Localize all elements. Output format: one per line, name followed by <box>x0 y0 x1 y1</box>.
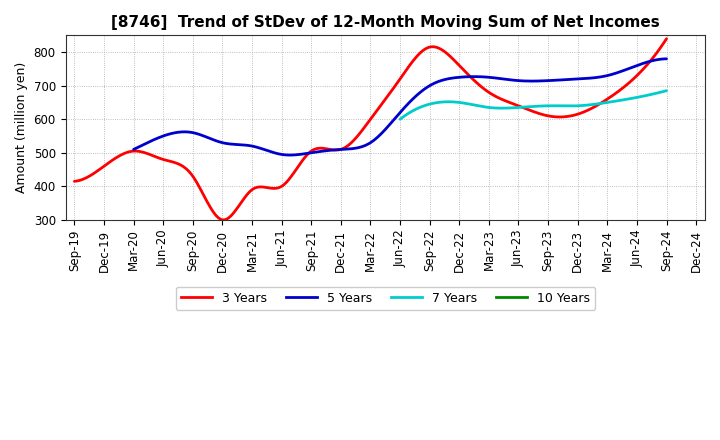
3 Years <box>425 44 433 50</box>
5 Years <box>286 152 294 158</box>
7 Years <box>621 97 629 102</box>
7 Years <box>554 103 563 109</box>
5 Years <box>662 56 671 62</box>
5 Years <box>457 74 466 80</box>
5 Years <box>446 76 455 81</box>
7 Years <box>559 103 567 109</box>
3 Years <box>423 45 431 51</box>
7 Years <box>662 88 671 93</box>
3 Years <box>219 217 228 223</box>
3 Years <box>434 45 443 51</box>
3 Years <box>72 179 81 184</box>
7 Years <box>637 94 646 99</box>
Line: 5 Years: 5 Years <box>134 59 667 155</box>
3 Years <box>662 36 671 41</box>
3 Years <box>571 112 580 117</box>
3 Years <box>608 92 617 98</box>
5 Years <box>580 76 589 81</box>
7 Years <box>397 116 405 121</box>
7 Years <box>396 117 405 122</box>
Line: 3 Years: 3 Years <box>74 39 667 220</box>
7 Years <box>554 103 562 109</box>
3 Years <box>70 179 78 184</box>
Line: 7 Years: 7 Years <box>400 91 667 119</box>
5 Years <box>449 75 457 81</box>
5 Years <box>614 70 623 75</box>
Title: [8746]  Trend of StDev of 12-Month Moving Sum of Net Incomes: [8746] Trend of StDev of 12-Month Moving… <box>111 15 660 30</box>
5 Years <box>130 147 138 152</box>
Legend: 3 Years, 5 Years, 7 Years, 10 Years: 3 Years, 5 Years, 7 Years, 10 Years <box>176 286 595 310</box>
5 Years <box>131 146 140 151</box>
Y-axis label: Amount (million yen): Amount (million yen) <box>15 62 28 193</box>
